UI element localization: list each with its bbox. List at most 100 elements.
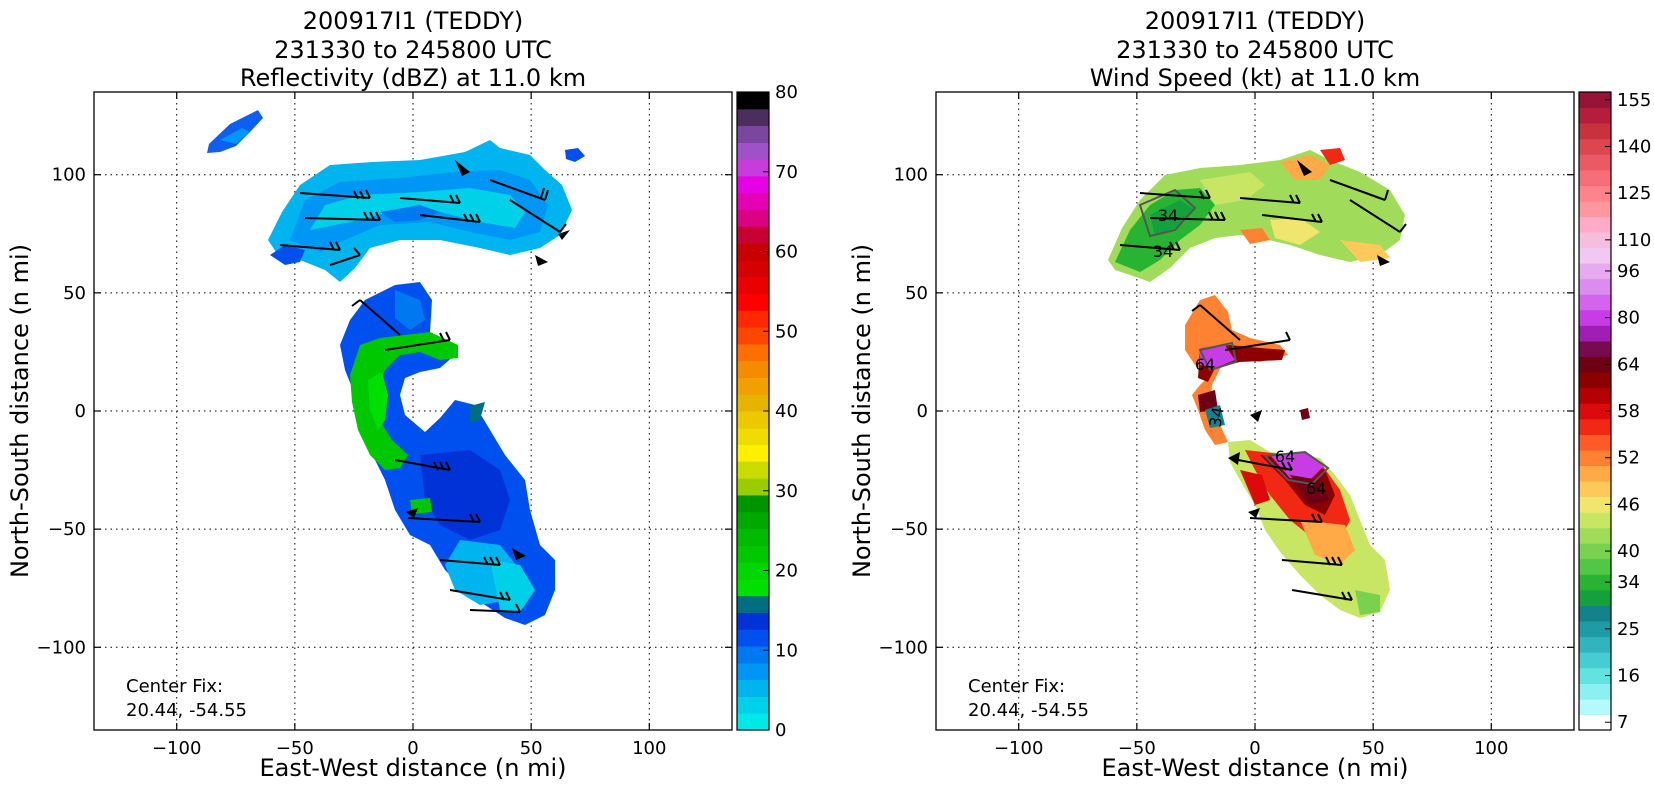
- colorbar-swatch: [737, 578, 769, 597]
- colorbar-swatch: [1579, 496, 1611, 513]
- colorbar-swatch: [1579, 465, 1611, 482]
- x-tick-label: −100: [152, 738, 201, 759]
- y-axis-label: North-South distance (n mi): [848, 244, 876, 578]
- colorbar-swatch: [1579, 683, 1611, 700]
- colorbar-swatch: [737, 175, 769, 194]
- colorbar-swatch: [737, 226, 769, 244]
- x-tick-label: 50: [1362, 738, 1385, 759]
- colorbar-swatch: [737, 243, 769, 261]
- colorbar-swatch: [1579, 589, 1611, 607]
- windspeed-field: [1108, 148, 1405, 618]
- colorbar-tick-label: 96: [1617, 261, 1640, 282]
- colorbar-swatch: [737, 310, 769, 328]
- colorbar-swatch: [737, 696, 769, 714]
- colorbar-tick-label: 25: [1617, 619, 1640, 640]
- colorbar-swatch: [1579, 372, 1611, 389]
- colorbar-tick-label: 155: [1617, 90, 1651, 111]
- colorbar-swatch: [1579, 667, 1611, 684]
- colorbar-swatch: [1579, 527, 1611, 544]
- colorbar-tick-label: 70: [775, 162, 798, 183]
- colorbar-swatch: [737, 377, 769, 395]
- colorbar-tick-label: 80: [1617, 308, 1640, 329]
- colorbar-tick-label: 64: [1617, 354, 1640, 375]
- colorbar-swatch: [1579, 403, 1611, 420]
- echo-cell-ne: [565, 148, 585, 162]
- colorbar-swatch: [1579, 558, 1611, 575]
- colorbar-swatch: [737, 545, 769, 563]
- colorbar-swatch: [737, 629, 769, 647]
- colorbar-swatch: [737, 209, 769, 227]
- colorbar-swatch: [737, 411, 769, 429]
- colorbar-swatch: [1579, 605, 1611, 622]
- y-tick-label: −100: [37, 637, 86, 658]
- colorbar-swatch: [737, 511, 769, 530]
- x-tick-label: 0: [1249, 738, 1260, 759]
- colorbar-swatch: [1579, 232, 1611, 249]
- contour-label: 34: [1205, 405, 1227, 428]
- colorbar-swatch: [737, 494, 769, 513]
- colorbar-swatch: [1579, 434, 1611, 451]
- wind-barbs: [1119, 179, 1407, 601]
- colorbar-swatch: [1579, 123, 1611, 140]
- panel-title-line-2: 231330 to 245800 UTC: [274, 36, 552, 64]
- colorbar-swatch: [1579, 154, 1611, 171]
- colorbar-swatch: [737, 192, 769, 211]
- colorbar-tick-label: 7: [1617, 712, 1628, 733]
- colorbar-swatch: [1579, 387, 1611, 404]
- colorbar-swatch: [737, 259, 769, 278]
- colorbar-swatch: [737, 142, 769, 160]
- colorbar-swatch: [1579, 543, 1611, 560]
- colorbar-tick-label: 60: [775, 242, 798, 263]
- echo-cell-nw: [207, 110, 263, 153]
- panel-title-line-3: Reflectivity (dBZ) at 11.0 km: [240, 64, 586, 92]
- windspeed-panel: 200917I1 (TEDDY) 231330 to 245800 UTC Wi…: [848, 7, 1651, 782]
- y-tick-label: −50: [48, 519, 86, 540]
- colorbar-tick-label: 50: [775, 321, 798, 342]
- colorbar-swatch: [737, 528, 769, 546]
- x-tick-label: 100: [632, 738, 666, 759]
- colorbar-swatch: [737, 276, 769, 294]
- colorbar-swatch: [1579, 356, 1611, 373]
- colorbar-swatch: [737, 595, 769, 613]
- x-axis-label: East-West distance (n mi): [259, 754, 566, 782]
- colorbar-swatch: [1579, 512, 1611, 529]
- colorbar-swatch: [737, 444, 769, 462]
- colorbar-swatch: [737, 427, 769, 446]
- colorbar-swatch: [1579, 309, 1611, 326]
- colorbar-swatch: [737, 646, 769, 664]
- colorbar-swatch: [1579, 340, 1611, 358]
- x-tick-label: 100: [1474, 738, 1508, 759]
- y-tick-label: 0: [75, 401, 86, 422]
- colorbar-swatch: [737, 108, 769, 127]
- colorbar-tick-label: 46: [1617, 494, 1640, 515]
- x-tick-label: −50: [276, 738, 314, 759]
- colorbar-reflectivity: 0 10 20 30 40 50 60 70 80: [736, 82, 798, 741]
- reflectivity-panel: 200917I1 (TEDDY) 231330 to 245800 UTC Re…: [6, 7, 798, 782]
- eyewall-segment: [350, 332, 458, 470]
- colorbar-swatch: [1579, 636, 1611, 653]
- colorbar-swatch: [737, 612, 769, 630]
- panel-title-line-2: 231330 to 245800 UTC: [1116, 36, 1394, 64]
- colorbar-swatch: [737, 360, 769, 378]
- colorbar-swatch: [1579, 185, 1611, 202]
- contour-label: 64: [1275, 447, 1295, 466]
- y-tick-label: 100: [894, 165, 928, 186]
- colorbar-tick-label: 80: [775, 82, 798, 103]
- colorbar-swatch: [1579, 169, 1611, 186]
- colorbar-tick-label: 10: [775, 640, 798, 661]
- center-fix-label: Center Fix:: [968, 676, 1065, 697]
- colorbar-swatch: [1579, 652, 1611, 669]
- center-fix-label: Center Fix:: [126, 676, 223, 697]
- colorbar-swatch: [1579, 107, 1611, 124]
- colorbar-swatch: [1579, 216, 1611, 233]
- center-fix-value: 20.44, -54.55: [968, 700, 1089, 721]
- colorbar-swatch: [737, 293, 769, 311]
- y-axis-label: North-South distance (n mi): [6, 244, 34, 578]
- colorbar-swatch: [737, 562, 769, 580]
- colorbar-swatch: [737, 662, 769, 681]
- colorbar-swatch: [737, 125, 769, 143]
- panel-title-line-1: 200917I1 (TEDDY): [1145, 7, 1365, 35]
- y-tick-label: 50: [63, 283, 86, 304]
- panel-title-line-3: Wind Speed (kt) at 11.0 km: [1090, 64, 1421, 92]
- colorbar-swatch: [737, 92, 769, 110]
